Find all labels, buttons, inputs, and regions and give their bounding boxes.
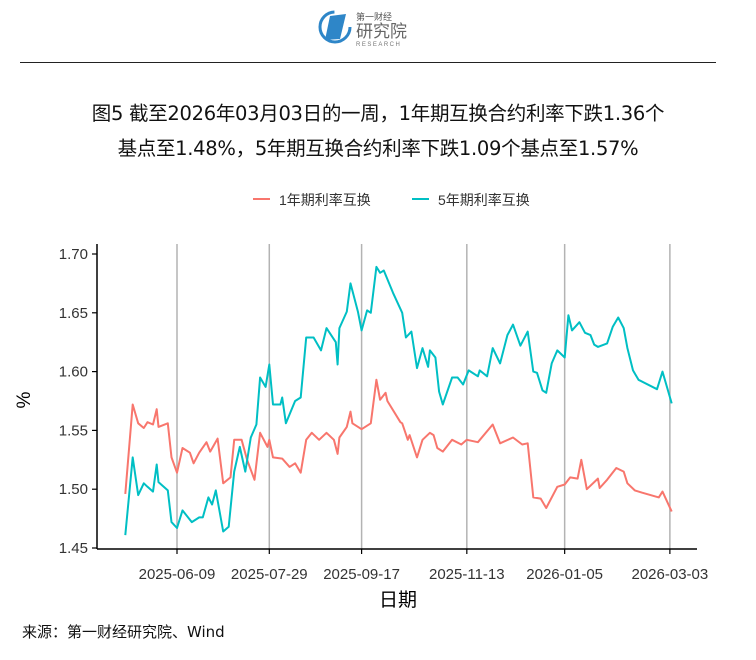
x-tick-label: 2026-01-05 [526,566,603,583]
svg-text:研究院: 研究院 [356,22,407,41]
x-tick-label: 2026-03-03 [632,566,709,583]
x-tick-label: 2025-11-13 [429,566,505,583]
y-tick-label: 1.45 [59,540,88,557]
x-tick-label: 2025-07-29 [231,566,308,583]
legend: 1年期利率互换 5年期利率互换 [253,192,530,208]
series-line-5y-swap [124,265,673,536]
y-tick-label: 1.55 [59,422,88,439]
series-line-1y-swap [124,378,673,512]
svg-text:RESEARCH: RESEARCH [356,42,401,48]
line-chart: 1年期利率互换 5年期利率互换 1.45 1.50 1.55 1.60 1.65 1.70… [14,192,709,611]
x-tick-label: 2025-09-17 [323,566,400,583]
chart-title-line2: 基点至1.48%，5年期互换合约利率下跌1.09个基点至1.57% [117,137,639,160]
y-tick-label: 1.65 [59,305,88,322]
x-tick-label: 2025-06-09 [139,566,216,583]
x-axis-title: 日期 [379,589,417,611]
header-divider [20,62,716,63]
source-note: 来源：第一财经研究院、Wind [22,623,225,641]
svg-text:第一财经: 第一财经 [356,11,392,22]
y-tick-label: 1.60 [59,364,88,381]
y-tick-label: 1.50 [59,481,88,498]
legend-label-1y: 1年期利率互换 [279,192,371,208]
y-tick-label: 1.70 [59,246,88,263]
research-institute-logo: 第一财经 研究院 RESEARCH [318,10,407,48]
legend-label-5y: 5年期利率互换 [438,192,530,208]
chart-title-line1: 图5 截至2026年03月03日的一周，1年期互换合约利率下跌1.36个 [91,102,665,125]
y-axis-title: % [14,391,35,408]
